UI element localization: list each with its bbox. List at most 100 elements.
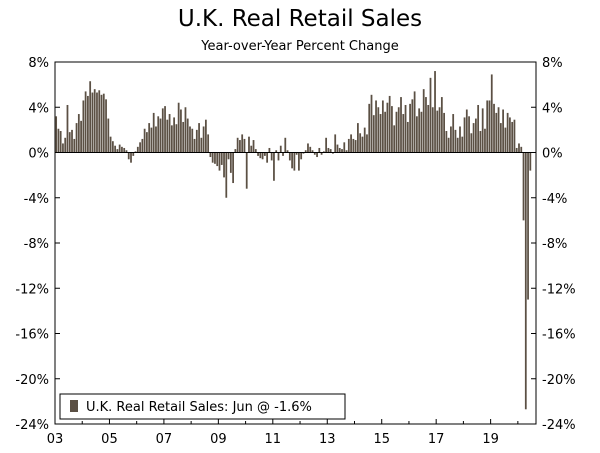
data-bar (397, 107, 400, 153)
data-bar (261, 152, 264, 160)
data-bar (93, 89, 96, 153)
data-bar (100, 94, 103, 153)
data-bar (295, 152, 298, 155)
data-bar (248, 136, 250, 153)
axes: 8% 8% 4% 4% 0% 0% -4% -4% -8% -8% -12% -12% -16% -16%… (15, 56, 575, 447)
data-bar (277, 152, 280, 161)
y-tick-label-left: -4% (24, 192, 49, 207)
y-tick-label-left: 8% (28, 56, 49, 71)
data-bar (121, 146, 123, 153)
data-bar (350, 134, 352, 153)
data-bar (84, 91, 87, 153)
data-bar (216, 152, 219, 167)
data-bar (279, 145, 282, 153)
data-bar (218, 152, 221, 171)
data-bar (443, 112, 445, 153)
data-bar (329, 149, 332, 153)
data-bar (347, 138, 350, 153)
data-bar (504, 127, 507, 153)
data-bar (284, 137, 287, 153)
data-bar (506, 112, 509, 153)
y-tick-label-right: 0% (542, 147, 563, 162)
data-bar (488, 100, 491, 153)
data-bar (66, 104, 69, 153)
data-bar (298, 152, 300, 171)
data-bar (234, 149, 237, 153)
data-bar (257, 152, 259, 156)
x-tick-label: 17 (428, 432, 445, 447)
data-bar (189, 126, 191, 153)
data-bar (318, 147, 321, 153)
data-bar (118, 144, 121, 153)
data-bar (291, 152, 293, 169)
data-bar (282, 152, 284, 156)
x-tick-label: 19 (482, 432, 499, 447)
x-tick-label: 13 (319, 432, 336, 447)
data-bar (263, 152, 266, 156)
data-bar (55, 116, 58, 153)
data-bar (275, 150, 278, 153)
data-bar (259, 152, 262, 159)
data-bar (186, 118, 189, 153)
data-bar (243, 138, 246, 153)
data-bar (64, 137, 67, 153)
data-bar (395, 111, 398, 153)
data-bar (105, 99, 107, 153)
data-bar (73, 138, 76, 153)
data-bar (225, 152, 228, 198)
data-bar (159, 118, 162, 153)
data-bar (411, 99, 414, 153)
data-bar (363, 127, 366, 153)
data-bar (357, 123, 359, 153)
data-bar (499, 123, 502, 153)
data-bar (193, 138, 196, 153)
data-bar (375, 100, 377, 153)
data-bar (232, 152, 234, 184)
data-bar (273, 152, 275, 181)
data-bar (311, 150, 314, 153)
data-bar (472, 123, 475, 153)
data-bar (102, 93, 105, 153)
data-bar (123, 147, 126, 153)
data-bar (366, 134, 368, 153)
data-bar (59, 131, 62, 153)
data-bar (180, 109, 182, 153)
data-bar (96, 92, 98, 153)
data-bar (173, 117, 175, 153)
y-tick-label-right: -8% (542, 237, 567, 252)
data-bar (286, 150, 289, 153)
data-bar (309, 146, 312, 153)
x-tick-label: 03 (47, 432, 64, 447)
data-bar (332, 152, 334, 154)
data-bar (143, 128, 146, 153)
data-bar (134, 151, 137, 153)
y-tick-label-left: 0% (28, 147, 49, 162)
y-tick-label-left: -16% (15, 328, 49, 343)
data-bar (511, 121, 514, 153)
data-bar (404, 104, 407, 153)
data-bar (361, 136, 364, 153)
data-bar (434, 71, 436, 153)
data-bar (370, 94, 373, 153)
data-bar (513, 119, 516, 153)
data-bar (266, 152, 269, 163)
data-bar (130, 152, 132, 163)
data-bar (191, 128, 194, 153)
data-bar (325, 137, 328, 153)
x-tick-label: 09 (210, 432, 227, 447)
data-bar (461, 136, 464, 153)
data-bar (146, 132, 148, 153)
data-bar (211, 152, 214, 163)
data-bar (386, 102, 389, 153)
data-bar (377, 107, 380, 153)
data-bar (307, 143, 309, 153)
data-bar (463, 117, 466, 153)
data-bar (164, 106, 166, 153)
x-tick-label: 07 (156, 432, 173, 447)
data-bar (75, 123, 78, 153)
data-bar (515, 147, 518, 153)
data-bar (490, 74, 493, 153)
data-bar (198, 123, 200, 153)
y-tick-label-left: 4% (28, 101, 49, 116)
data-bar (388, 95, 391, 153)
